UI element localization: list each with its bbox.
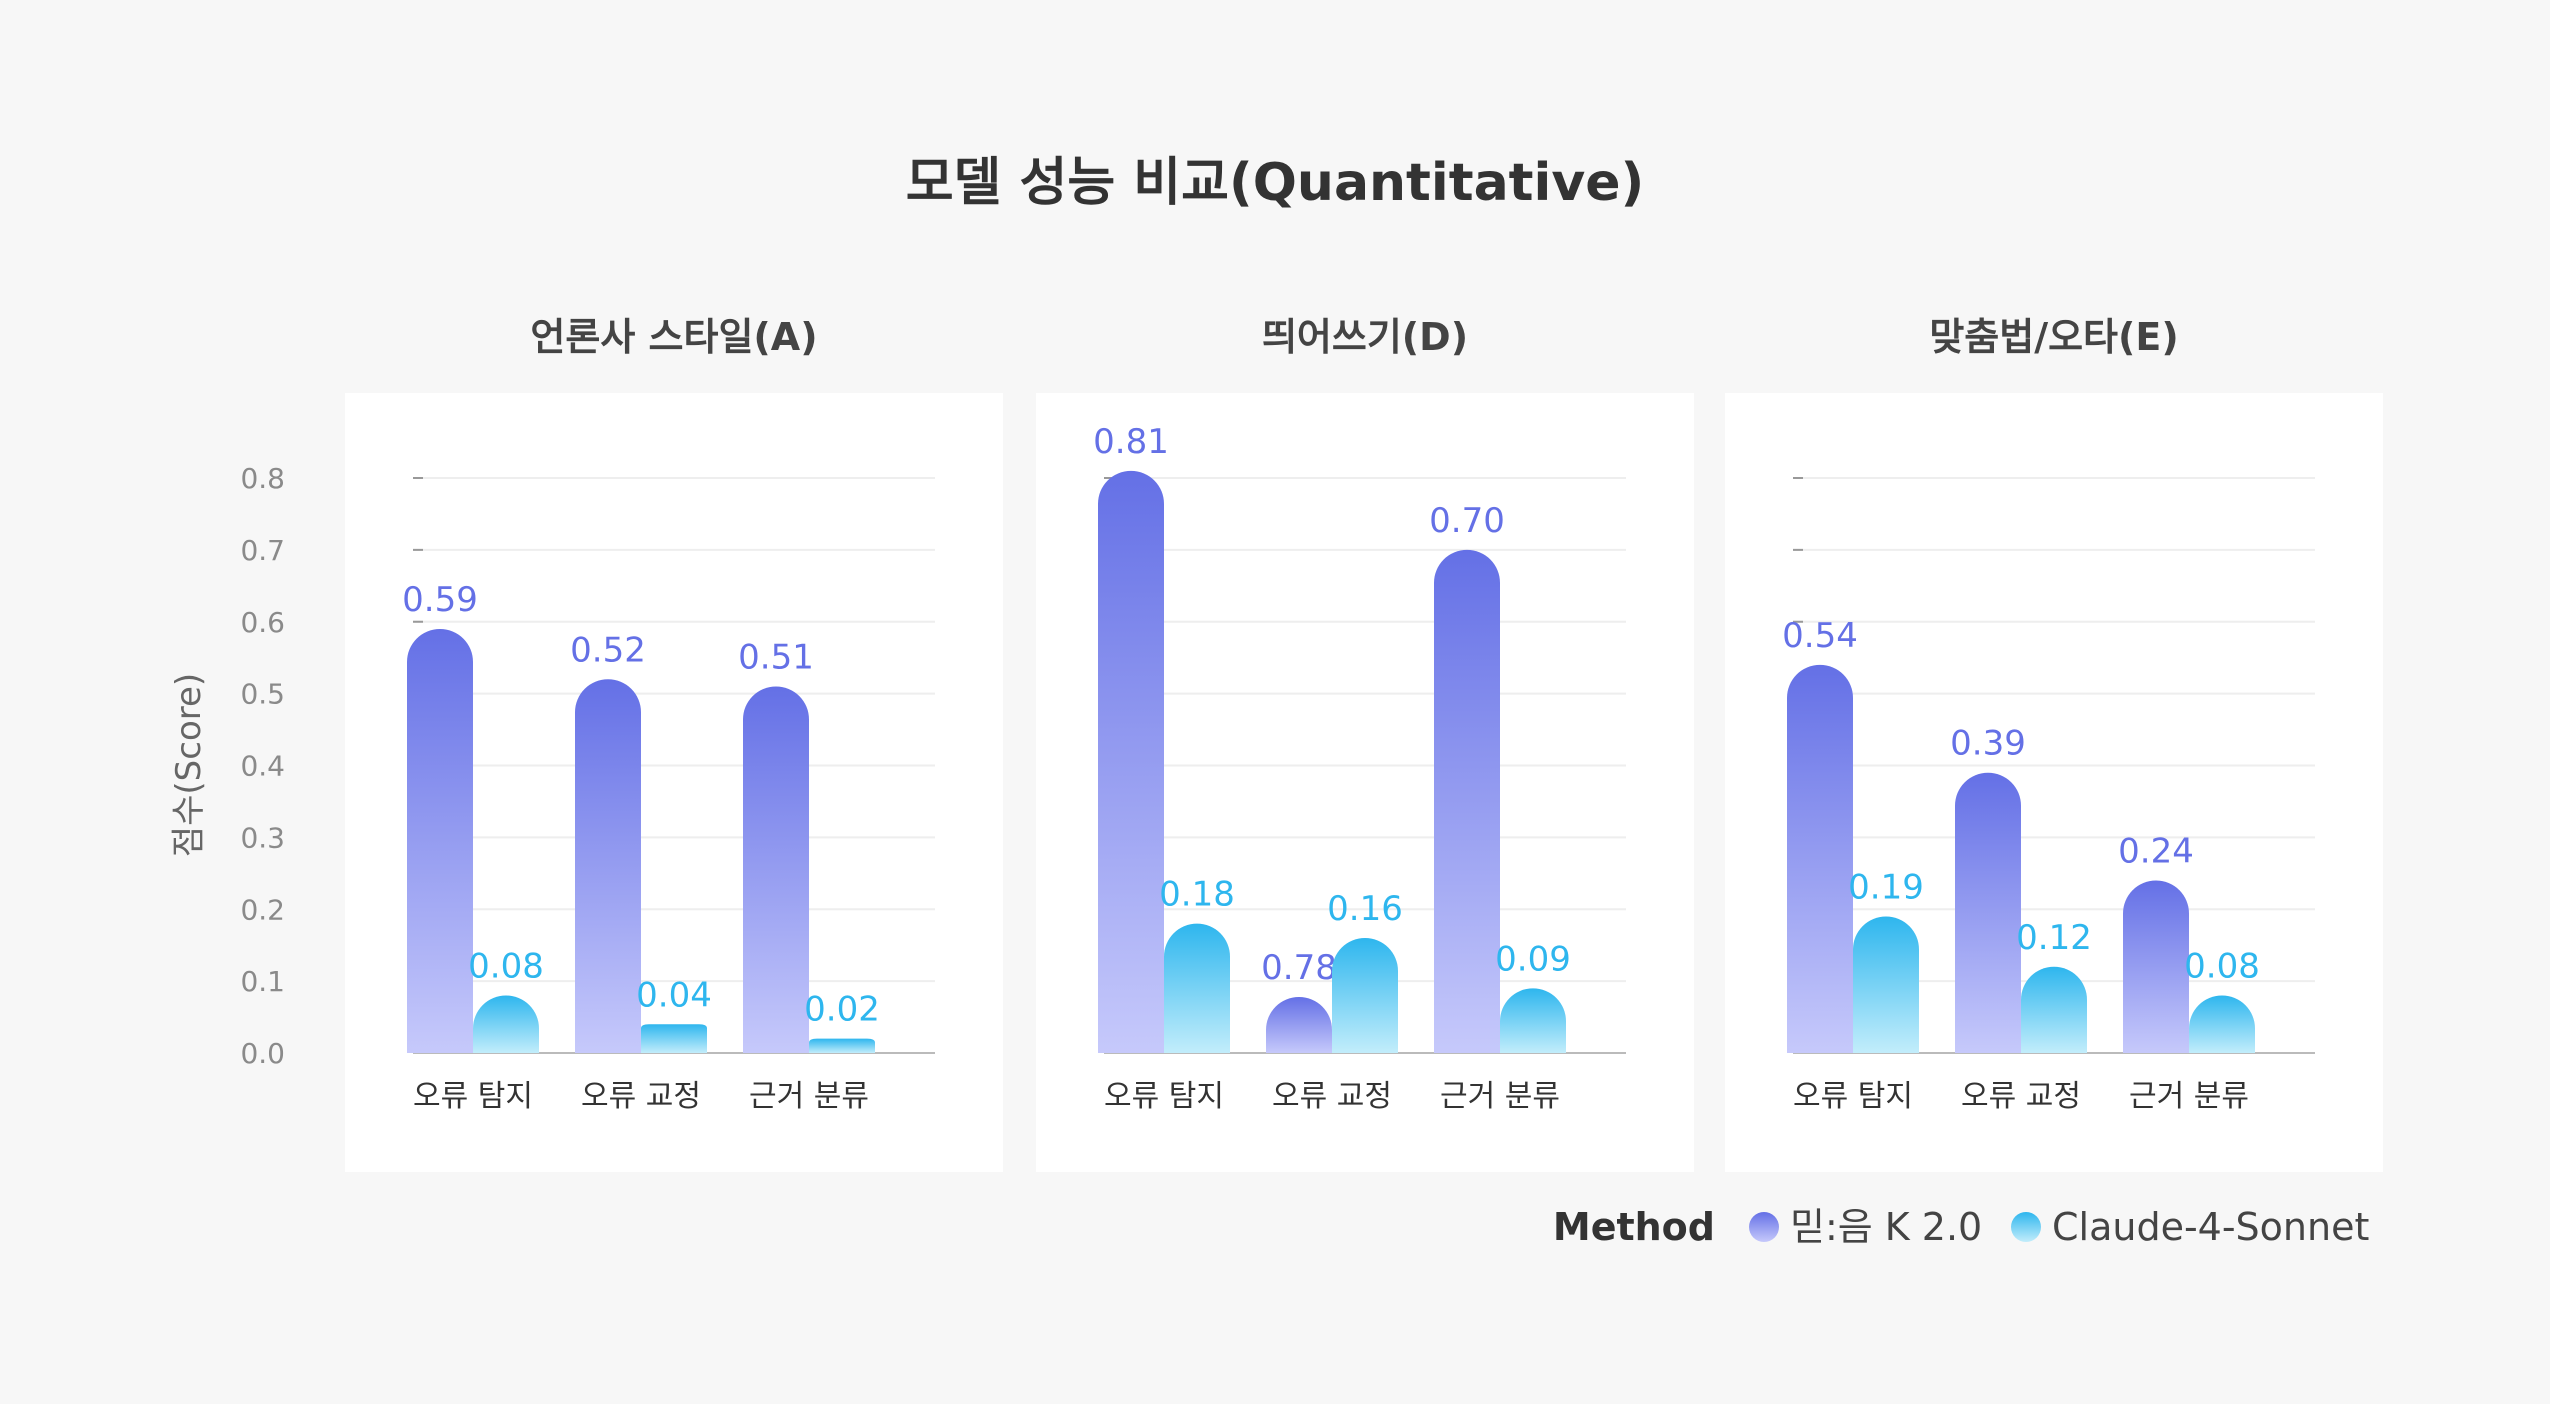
bar [1332,938,1398,1053]
panel-1: 언론사 스타일(A) 오류 탐지 0.59 0.08 오류 교정 0.52 0.04 근거 분… [345,315,1003,1172]
y-tick-label: 0.5 [240,678,285,711]
bar [1853,916,1919,1053]
panel-title: 띄어쓰기(D) [1262,315,1468,359]
x-tick-label: 근거 분류 [1440,1079,1560,1114]
bar [1500,988,1566,1053]
x-tick-label: 오류 탐지 [1104,1079,1224,1114]
panel-2: 띄어쓰기(D) 오류 탐지 0.81 0.18 오류 교정 0.78 0.16 근거 분류 0.… [1036,315,1694,1172]
y-tick-label: 0.0 [240,1037,285,1070]
y-tick-label: 0.7 [240,534,285,567]
y-tick-label: 0.3 [240,821,285,854]
bar [473,995,539,1053]
legend-marker [2011,1212,2041,1242]
y-tick-label: 0.1 [240,965,285,998]
data-label: 0.81 [1093,422,1169,462]
bar [575,679,641,1053]
data-label: 0.24 [2118,832,2194,872]
y-axis-label: 점수(Score) [169,673,209,857]
legend-marker [1749,1212,1779,1242]
legend-title: Method [1553,1205,1715,1249]
y-tick-label: 0.4 [240,750,285,783]
panel-title: 맞춤법/오타(E) [1929,315,2178,359]
bar [743,686,809,1053]
chart-panels: 언론사 스타일(A) 오류 탐지 0.59 0.08 오류 교정 0.52 0.04 근거 분… [345,315,2383,1172]
data-label: 0.04 [636,975,712,1015]
x-tick-label: 오류 교정 [1961,1079,2081,1114]
legend-label: Claude-4-Sonnet [2052,1205,2369,1249]
data-label: 0.78 [1261,948,1337,988]
data-label: 0.19 [1848,867,1924,907]
bar [1955,772,2021,1053]
x-tick-label: 근거 분류 [749,1079,869,1114]
x-tick-label: 오류 탐지 [413,1079,533,1114]
legend-label: 믿:음 K 2.0 [1790,1205,1982,1249]
data-label: 0.08 [468,947,544,987]
panel-title: 언론사 스타일(A) [530,315,817,359]
data-label: 0.70 [1429,501,1505,541]
bar [1098,470,1164,1054]
data-label: 0.09 [1495,939,1571,979]
x-tick-label: 오류 교정 [581,1079,701,1114]
data-label: 0.54 [1782,616,1858,656]
chart-title: 모델 성능 비교(Quantitative) [906,153,1645,213]
data-label: 0.02 [804,990,880,1030]
y-tick-label: 0.8 [240,462,285,495]
data-label: 0.12 [2016,918,2092,958]
x-tick-label: 오류 탐지 [1793,1079,1913,1114]
bar [2123,880,2189,1053]
data-label: 0.16 [1327,889,1403,929]
bar [1434,549,1500,1053]
bar [1266,996,1332,1053]
bar [2021,966,2087,1053]
data-label: 0.51 [738,637,814,677]
y-tick-label: 0.6 [240,606,285,639]
data-label: 0.39 [1950,724,2026,764]
bar [1787,664,1853,1053]
data-label: 0.08 [2184,947,2260,987]
data-label: 0.59 [402,580,478,620]
x-tick-label: 오류 교정 [1272,1079,1392,1114]
bar [1164,923,1230,1053]
y-tick-label: 0.2 [240,893,285,926]
bar [809,1038,875,1053]
data-label: 0.18 [1159,875,1235,915]
data-label: 0.52 [570,630,646,670]
legend: Method 믿:음 K 2.0 Claude-4-Sonnet [1553,1205,2370,1249]
bar [641,1024,707,1053]
bar [407,628,473,1053]
bar [2189,995,2255,1053]
y-axis-ticks: 0.0 0.1 0.2 0.3 0.4 0.5 0.6 0.7 0.8 [240,462,285,1070]
panel-3: 맞춤법/오타(E) 오류 탐지 0.54 0.19 오류 교정 0.39 0.12 근거 분류… [1725,315,2383,1172]
x-tick-label: 근거 분류 [2129,1079,2249,1114]
